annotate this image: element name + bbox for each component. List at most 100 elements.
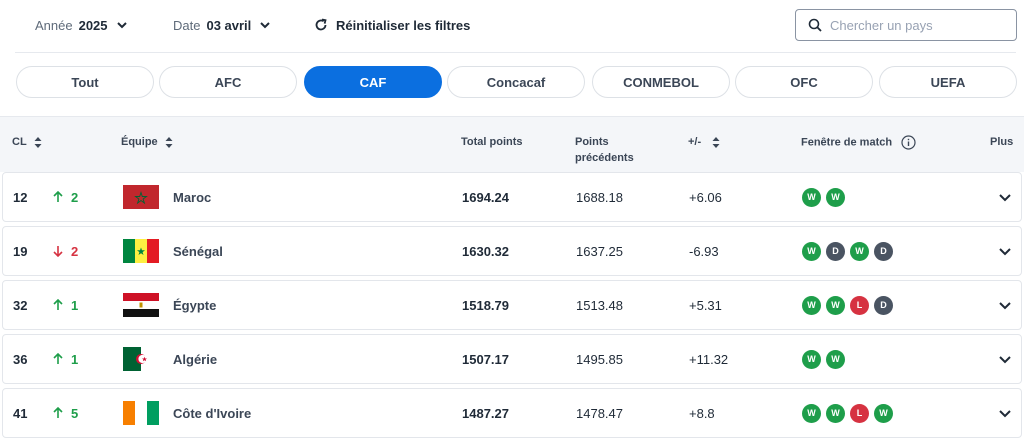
previous-points: 1637.25 <box>576 243 623 259</box>
chevron-down-icon <box>260 22 271 29</box>
team-name[interactable]: Sénégal <box>173 243 223 259</box>
rank-movement-value: 1 <box>71 297 79 313</box>
result-badge: W <box>802 295 821 315</box>
col-diff[interactable]: +/- <box>688 135 720 150</box>
arrow-up-icon <box>53 191 63 202</box>
total-points: 1694.24 <box>462 189 509 205</box>
total-points: 1630.32 <box>462 243 509 259</box>
result-badge: W <box>874 403 893 423</box>
col-more: Plus <box>990 136 1014 148</box>
tab-label: UEFA <box>930 74 966 90</box>
table-row[interactable]: 41 5 Côte d'Ivoire 1487.27 1478.47 +8.8 W W L W <box>2 388 1022 438</box>
table-row[interactable]: 19 2 Sénégal 1630.32 1637.25 -6.93 W D W D <box>2 226 1022 276</box>
sort-icon <box>34 136 42 148</box>
refresh-icon <box>315 18 327 31</box>
year-filter-value: 2025 <box>78 17 108 33</box>
expand-row-button[interactable] <box>997 405 1013 421</box>
rank-movement-value: 1 <box>71 351 79 367</box>
tab-conmebol[interactable]: CONMEBOL <box>592 66 730 98</box>
flag-algeria <box>123 347 159 371</box>
tab-afc[interactable]: AFC <box>159 66 297 98</box>
result-badge: D <box>826 241 845 261</box>
rank-movement: 5 <box>53 389 78 437</box>
table-row[interactable]: 36 1 Algérie 1507.17 1495.85 +11.32 W W <box>2 334 1022 384</box>
chevron-down-icon <box>999 356 1011 364</box>
rank-movement: 1 <box>53 335 78 383</box>
date-filter-label: Date <box>173 17 201 33</box>
flag-ivory-coast <box>123 401 159 425</box>
previous-points: 1478.47 <box>576 405 623 421</box>
arrow-up-icon <box>53 407 63 418</box>
chevron-down-icon <box>116 22 127 29</box>
tab-tout[interactable]: Tout <box>16 66 154 98</box>
expand-row-button[interactable] <box>997 189 1013 205</box>
sort-icon <box>712 136 720 148</box>
rank: 41 <box>13 405 28 421</box>
tab-ofc[interactable]: OFC <box>735 66 873 98</box>
team-name[interactable]: Maroc <box>173 189 212 205</box>
result-badge: W <box>826 349 845 369</box>
flag-morocco <box>123 185 159 209</box>
reset-filters-button[interactable]: Réinitialiser les filtres <box>314 15 470 35</box>
previous-points: 1513.48 <box>576 297 623 313</box>
expand-row-button[interactable] <box>997 351 1013 367</box>
col-previous-line1: Points <box>575 136 609 148</box>
rank: 19 <box>13 243 28 259</box>
filters-bar: Année 2025 Date 03 avril Réinitialiser l… <box>0 0 1024 52</box>
rank: 32 <box>13 297 28 313</box>
tab-caf[interactable]: CAF <box>304 66 442 98</box>
date-filter-value: 03 avril <box>206 17 252 33</box>
col-form: Fenêtre de match <box>801 135 916 150</box>
arrow-up-icon <box>53 353 63 364</box>
search-input[interactable] <box>830 17 1000 33</box>
date-filter[interactable]: Date 03 avril <box>173 15 271 35</box>
info-icon[interactable] <box>901 135 916 150</box>
tab-label: AFC <box>214 74 242 90</box>
sort-icon <box>165 136 173 148</box>
table-row[interactable]: 32 1 Égypte 1518.79 1513.48 +5.31 W W L D <box>2 280 1022 330</box>
result-badge: L <box>850 403 869 423</box>
result-badge: D <box>874 241 893 261</box>
total-points: 1518.79 <box>462 297 509 313</box>
col-previous-line2: précédents <box>575 152 634 164</box>
expand-row-button[interactable] <box>997 297 1013 313</box>
divider <box>15 52 1016 53</box>
tab-uefa[interactable]: UEFA <box>879 66 1017 98</box>
rank-movement: 2 <box>53 227 78 275</box>
flag-egypt <box>123 293 159 317</box>
total-points: 1487.27 <box>462 405 509 421</box>
col-rank[interactable]: CL <box>12 135 42 150</box>
tab-concacaf[interactable]: Concacaf <box>447 66 585 98</box>
year-filter-label: Année <box>35 17 73 33</box>
expand-row-button[interactable] <box>997 243 1013 259</box>
team-name[interactable]: Égypte <box>173 297 217 313</box>
result-badge: W <box>802 403 821 423</box>
search-icon <box>808 18 822 32</box>
rank: 36 <box>13 351 28 367</box>
arrow-down-icon <box>53 246 63 257</box>
col-diff-label: +/- <box>688 136 702 148</box>
year-filter[interactable]: Année 2025 <box>35 15 128 35</box>
rank-movement-value: 2 <box>71 189 79 205</box>
team-name[interactable]: Côte d'Ivoire <box>173 405 252 421</box>
result-badge: W <box>802 241 821 261</box>
tab-label: Concacaf <box>486 74 546 90</box>
team-name[interactable]: Algérie <box>173 351 218 367</box>
table-header: CL Équipe Total points Points précédents… <box>0 116 1024 172</box>
col-team[interactable]: Équipe <box>121 135 173 150</box>
table-row[interactable]: 12 2 Maroc 1694.24 1688.18 +6.06 W W <box>2 172 1022 222</box>
tab-label: CAF <box>359 74 387 90</box>
search-box[interactable] <box>795 9 1017 41</box>
tab-label: OFC <box>790 74 818 90</box>
points-diff: -6.93 <box>689 243 719 259</box>
result-badge: W <box>826 403 845 423</box>
col-rank-label: CL <box>12 136 27 148</box>
flag-senegal <box>123 239 159 263</box>
points-diff: +8.8 <box>689 405 715 421</box>
chevron-down-icon <box>999 302 1011 310</box>
rank-movement-value: 5 <box>71 405 79 421</box>
